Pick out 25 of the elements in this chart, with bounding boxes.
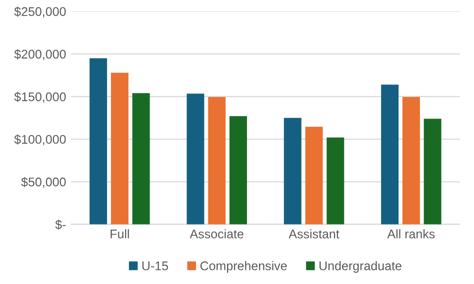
- y-tick-label: $200,000: [14, 49, 66, 60]
- x-tick-label: Associate: [190, 229, 244, 238]
- x-tick-label: Full: [110, 229, 129, 238]
- bar: [326, 137, 344, 224]
- legend-label: U-15: [142, 262, 168, 270]
- bar: [381, 84, 399, 224]
- bar: [208, 96, 226, 224]
- y-tick-label: $-: [55, 220, 66, 230]
- y-tick-label: $50,000: [21, 177, 66, 188]
- bar: [90, 58, 108, 224]
- bar: [186, 94, 204, 224]
- bar: [424, 118, 442, 224]
- x-tick-label: All ranks: [387, 229, 435, 238]
- bar: [110, 72, 128, 224]
- bar: [402, 96, 420, 224]
- y-tick-label: $250,000: [14, 6, 66, 18]
- bar: [229, 116, 247, 224]
- bar: [305, 126, 323, 224]
- legend-label: Comprehensive: [200, 261, 287, 273]
- y-tick-label: $150,000: [14, 92, 66, 103]
- legend-label: Undergraduate: [320, 261, 402, 273]
- bar: [284, 118, 302, 224]
- x-tick-label: Assistant: [288, 229, 340, 238]
- bar: [132, 93, 150, 224]
- y-tick-label: $100,000: [14, 134, 66, 146]
